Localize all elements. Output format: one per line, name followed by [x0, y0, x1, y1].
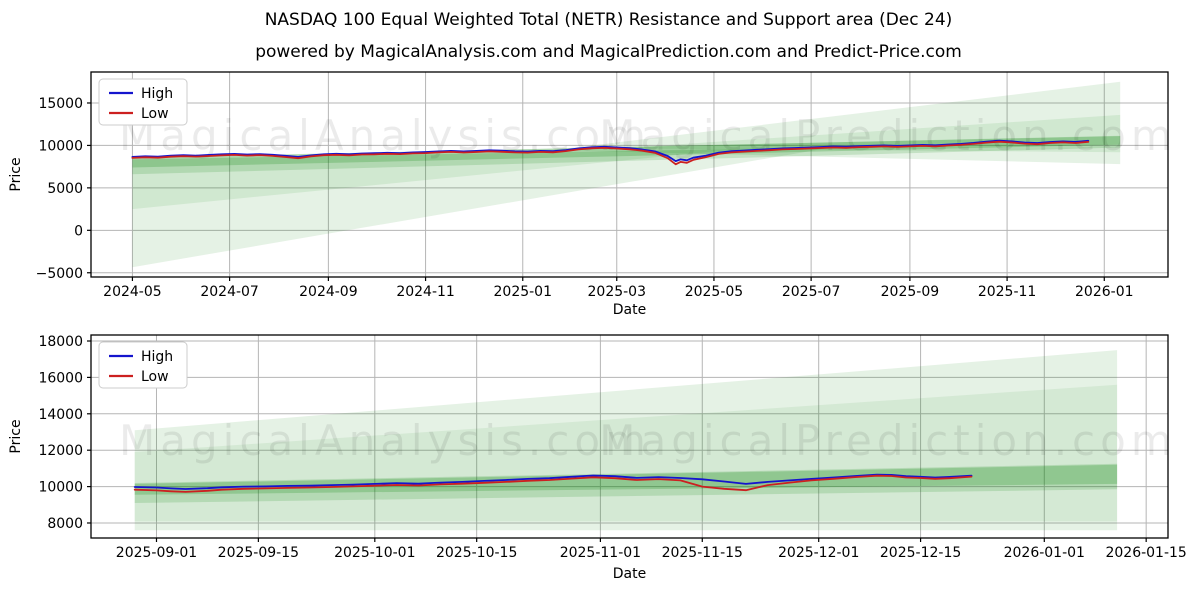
price-line-high: [131, 139, 1090, 163]
x-tick-label: 2025-09-15: [218, 545, 299, 561]
price-line-low: [131, 140, 1090, 166]
x-tick-label: 2025-05: [685, 284, 744, 300]
x-tick-label: 2025-09-01: [116, 545, 197, 561]
plot-border: [90, 334, 1169, 539]
support-fan-outer-area: [132, 147, 834, 268]
y-tick-label: 12000: [38, 443, 83, 459]
x-tick-label: 2026-01-15: [1105, 545, 1186, 561]
legend-label: Low: [141, 369, 169, 385]
y-tick-label: 15000: [38, 96, 83, 112]
price-line-low: [133, 474, 973, 493]
watermark-right: MagicalPrediction.com: [599, 111, 1177, 160]
support-band-medium-area: [134, 463, 1118, 503]
x-tick-label: 2025-01: [494, 284, 553, 300]
plot-border: [90, 71, 1169, 278]
chart-title: NASDAQ 100 Equal Weighted Total (NETR) R…: [264, 10, 953, 30]
x-tick-label: 2025-03: [588, 284, 647, 300]
chart-subtitle: powered by MagicalAnalysis.com and Magic…: [255, 42, 962, 62]
legend-label: Low: [141, 106, 169, 122]
price-line-high: [133, 473, 973, 490]
x-tick-label: 2024-07: [200, 284, 259, 300]
x-tick-label: 2025-12-15: [880, 545, 961, 561]
y-tick-label: −5000: [36, 266, 83, 282]
x-tick-label: 2024-05: [103, 284, 162, 300]
legend-label: High: [141, 86, 173, 102]
legend: High Low: [98, 78, 188, 126]
y-axis-label: Price: [8, 419, 24, 453]
y-tick-label: 8000: [47, 516, 83, 532]
x-tick-label: 2026-01: [1075, 284, 1134, 300]
x-tick-label: 2024-11: [396, 284, 455, 300]
forecast-fan-inner-area: [134, 384, 1118, 522]
legend-label: High: [141, 349, 173, 365]
x-tick-label: 2025-11-01: [560, 545, 641, 561]
x-tick-label: 2025-11: [978, 284, 1037, 300]
y-axis-label: Price: [8, 157, 24, 191]
watermark-left: MagicalAnalysis.com: [119, 416, 651, 465]
y-tick-label: 16000: [38, 370, 83, 386]
legend: High Low: [98, 341, 188, 389]
y-tick-label: 0: [74, 223, 83, 239]
y-tick-label: 14000: [38, 407, 83, 423]
x-tick-label: 2025-07: [782, 284, 841, 300]
x-axis-label: Date: [613, 302, 646, 318]
main-history-chart: MagicalAnalysis.comMagicalPrediction.com…: [8, 71, 1177, 318]
x-tick-label: 2026-01-01: [1004, 545, 1085, 561]
x-tick-label: 2025-12-01: [778, 545, 859, 561]
y-tick-label: 5000: [47, 181, 83, 197]
y-tick-label: 10000: [38, 138, 83, 154]
x-tick-label: 2025-11-15: [662, 545, 743, 561]
y-tick-label: 10000: [38, 480, 83, 496]
x-tick-label: 2025-10-15: [436, 545, 517, 561]
recent-detail-chart: MagicalAnalysis.comMagicalPrediction.com…: [8, 334, 1187, 582]
x-tick-label: 2025-09: [881, 284, 940, 300]
support-band-dark-area: [132, 136, 1121, 168]
x-tick-label: 2024-09: [299, 284, 358, 300]
x-tick-label: 2025-10-01: [334, 545, 415, 561]
support-fan-inner-area: [132, 149, 737, 210]
x-axis-label: Date: [613, 566, 646, 582]
watermark-right: MagicalPrediction.com: [599, 416, 1177, 465]
y-tick-label: 18000: [38, 334, 83, 350]
